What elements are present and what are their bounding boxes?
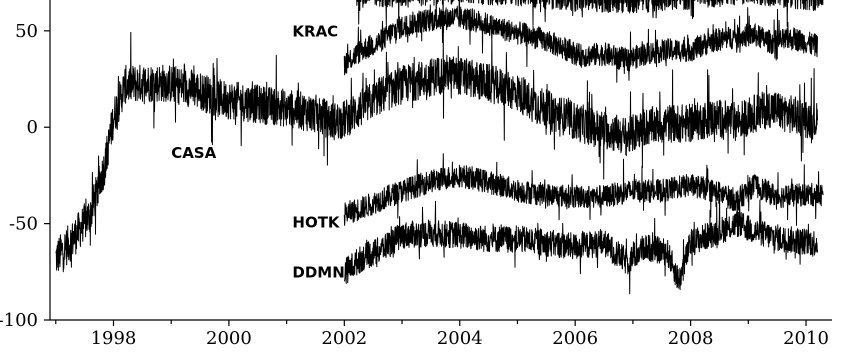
x-tick-label: 2010 <box>783 328 829 349</box>
x-tick-label: 2000 <box>206 328 252 349</box>
station-label-krac: KRAC <box>292 23 338 41</box>
series-line-krac <box>343 0 818 83</box>
x-tick-label: 1998 <box>91 328 137 349</box>
series-layer <box>55 0 824 295</box>
axes <box>44 0 832 326</box>
series-line-ddmn <box>343 193 818 295</box>
station-label-casa: CASA <box>171 144 216 162</box>
station-label-hotk: HOTK <box>292 213 341 231</box>
y-tick-label: -50 <box>9 214 38 235</box>
series-line-casa <box>55 27 818 273</box>
series-line-hotk <box>343 153 824 226</box>
station-label-ddmn: DDMN <box>292 264 344 282</box>
x-tick-label: 2004 <box>437 328 483 349</box>
y-tick-label: -100 <box>0 310 38 331</box>
y-tick-label: 50 <box>15 21 38 42</box>
station-labels: CASA KRAC HOTK DDMN <box>171 23 345 282</box>
x-tick-label: 2006 <box>552 328 598 349</box>
y-tick-label: 0 <box>27 117 38 138</box>
x-tick-label: 2008 <box>668 328 714 349</box>
x-tick-label: 2002 <box>321 328 367 349</box>
tick-labels: 1998 2000 2002 2004 2006 2008 2010 50 0 -50 -100 <box>0 21 829 349</box>
series-line-top-partial <box>356 0 824 33</box>
